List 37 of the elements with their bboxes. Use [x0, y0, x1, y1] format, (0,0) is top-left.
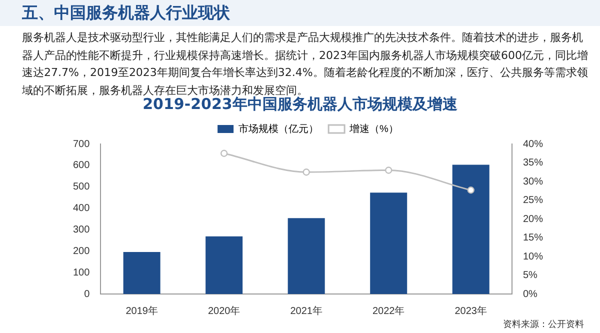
y-tick-label: 700: [72, 138, 90, 150]
x-tick-label: 2019年: [126, 304, 158, 317]
x-tick-label: 2023年: [454, 304, 487, 317]
y-tick-label: 100: [72, 267, 90, 278]
y2-tick-label: 40%: [522, 138, 544, 150]
x-tick-label: 2021年: [290, 304, 322, 317]
bar: [370, 192, 408, 294]
y2-tick-label: 5%: [522, 270, 538, 281]
y-tick-label: 500: [72, 182, 90, 193]
bar: [206, 236, 243, 294]
y2-tick-label: 30%: [522, 176, 544, 188]
point: [384, 166, 392, 174]
y-tick-label: 200: [72, 246, 90, 257]
point: [220, 150, 228, 157]
x-tick-label: 2022年: [372, 304, 405, 317]
y2-tick-label: 0%: [522, 288, 538, 300]
legend-label: 增速（%）: [348, 122, 398, 135]
y2-tick-label: 25%: [522, 195, 544, 206]
bar: [123, 252, 160, 294]
y2-tick-label: 35%: [522, 158, 544, 168]
legend-label: 市场规模（亿元）: [238, 122, 319, 135]
y-tick-label: 0: [84, 288, 90, 300]
chart-title: 2019-2023年中国服务机器人市场规模及增速: [142, 95, 458, 114]
point: [467, 186, 474, 194]
text: 五、中国服务机器人行业现状: [22, 3, 230, 24]
bar: [288, 218, 325, 294]
y2-tick-label: 10%: [522, 251, 544, 262]
point: [302, 168, 310, 176]
y2-tick-label: 15%: [522, 232, 544, 244]
y-tick-label: 600: [72, 160, 90, 172]
bar: [452, 164, 490, 294]
y-tick-label: 400: [72, 203, 90, 214]
text: 资料来源：公开资料: [503, 318, 584, 331]
x-tick-label: 2020年: [208, 304, 240, 317]
text: 服务机器人是技术驱动型行业，其性能满足人们的需求是产品大规模推广的先决技术条件。随着技术的进步，服务机器人产品的性能不断提升，行业规模保持高速增长。据统计，2023年国内服务机器人市场规模突破600亿元，同比增速达27.7%，2019至2023年期间复合年增长率达到32.4%。随着老龄化程度的不断加深，医疗、公共服务等需求领域的不断拓展，服务机器人存在巨大市场潜力和发展空间。: [22, 30, 588, 96]
y2-tick-label: 20%: [522, 214, 544, 225]
y-tick-label: 300: [72, 224, 90, 236]
